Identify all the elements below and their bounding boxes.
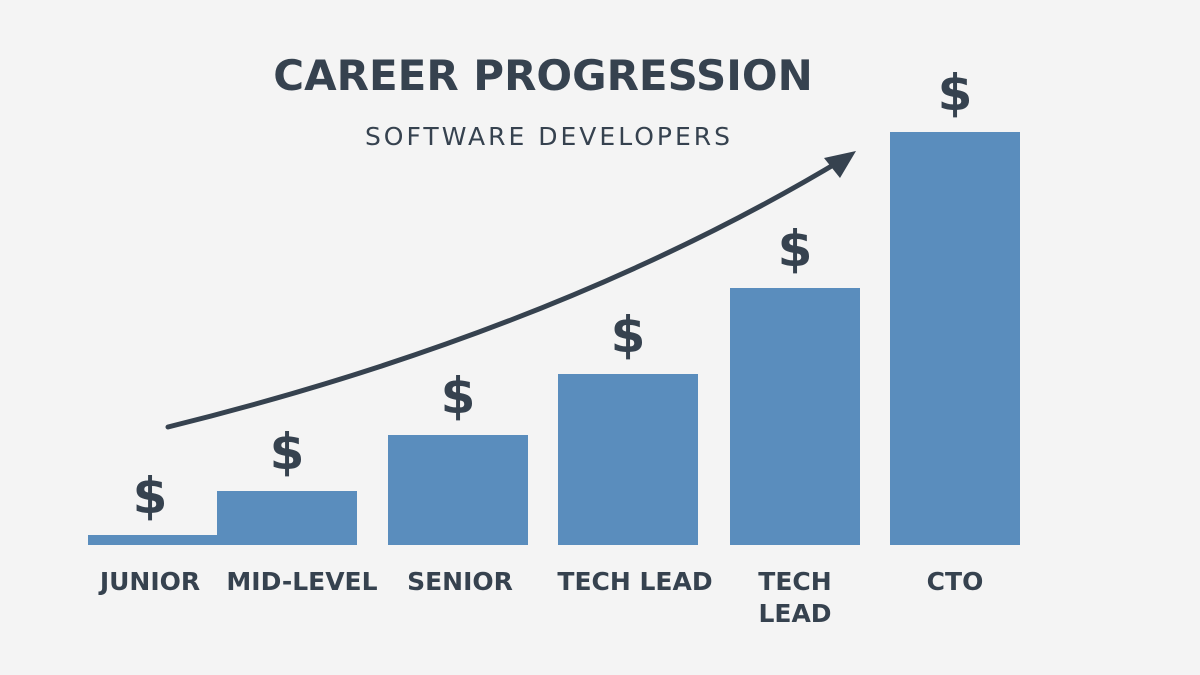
bar-label: $ bbox=[778, 220, 813, 278]
x-tick-label: TECH LEAD bbox=[557, 567, 713, 596]
x-tick-label: JUNIOR bbox=[99, 567, 201, 596]
x-tick-label: MID-LEVEL bbox=[226, 567, 378, 596]
bar-label: $ bbox=[938, 64, 973, 122]
chart-title: CAREER PROGRESSION bbox=[273, 51, 812, 100]
bar bbox=[88, 535, 217, 545]
x-tick-label: SENIOR bbox=[407, 567, 513, 596]
bar bbox=[388, 435, 528, 545]
bar-label: $ bbox=[441, 367, 476, 425]
bar bbox=[217, 491, 357, 545]
arrow-head bbox=[824, 151, 856, 178]
bar bbox=[730, 288, 860, 545]
chart-subtitle: SOFTWARE DEVELOPERS bbox=[365, 122, 733, 151]
bar bbox=[558, 374, 698, 545]
bar-label: $ bbox=[270, 423, 305, 481]
x-tick-label: CTO bbox=[926, 567, 984, 596]
bar-label: $ bbox=[611, 306, 646, 364]
trend-arrow bbox=[165, 155, 848, 430]
bar bbox=[890, 132, 1020, 545]
x-tick-label: TECH LEAD bbox=[758, 567, 832, 628]
bar-label: $ bbox=[133, 467, 168, 525]
